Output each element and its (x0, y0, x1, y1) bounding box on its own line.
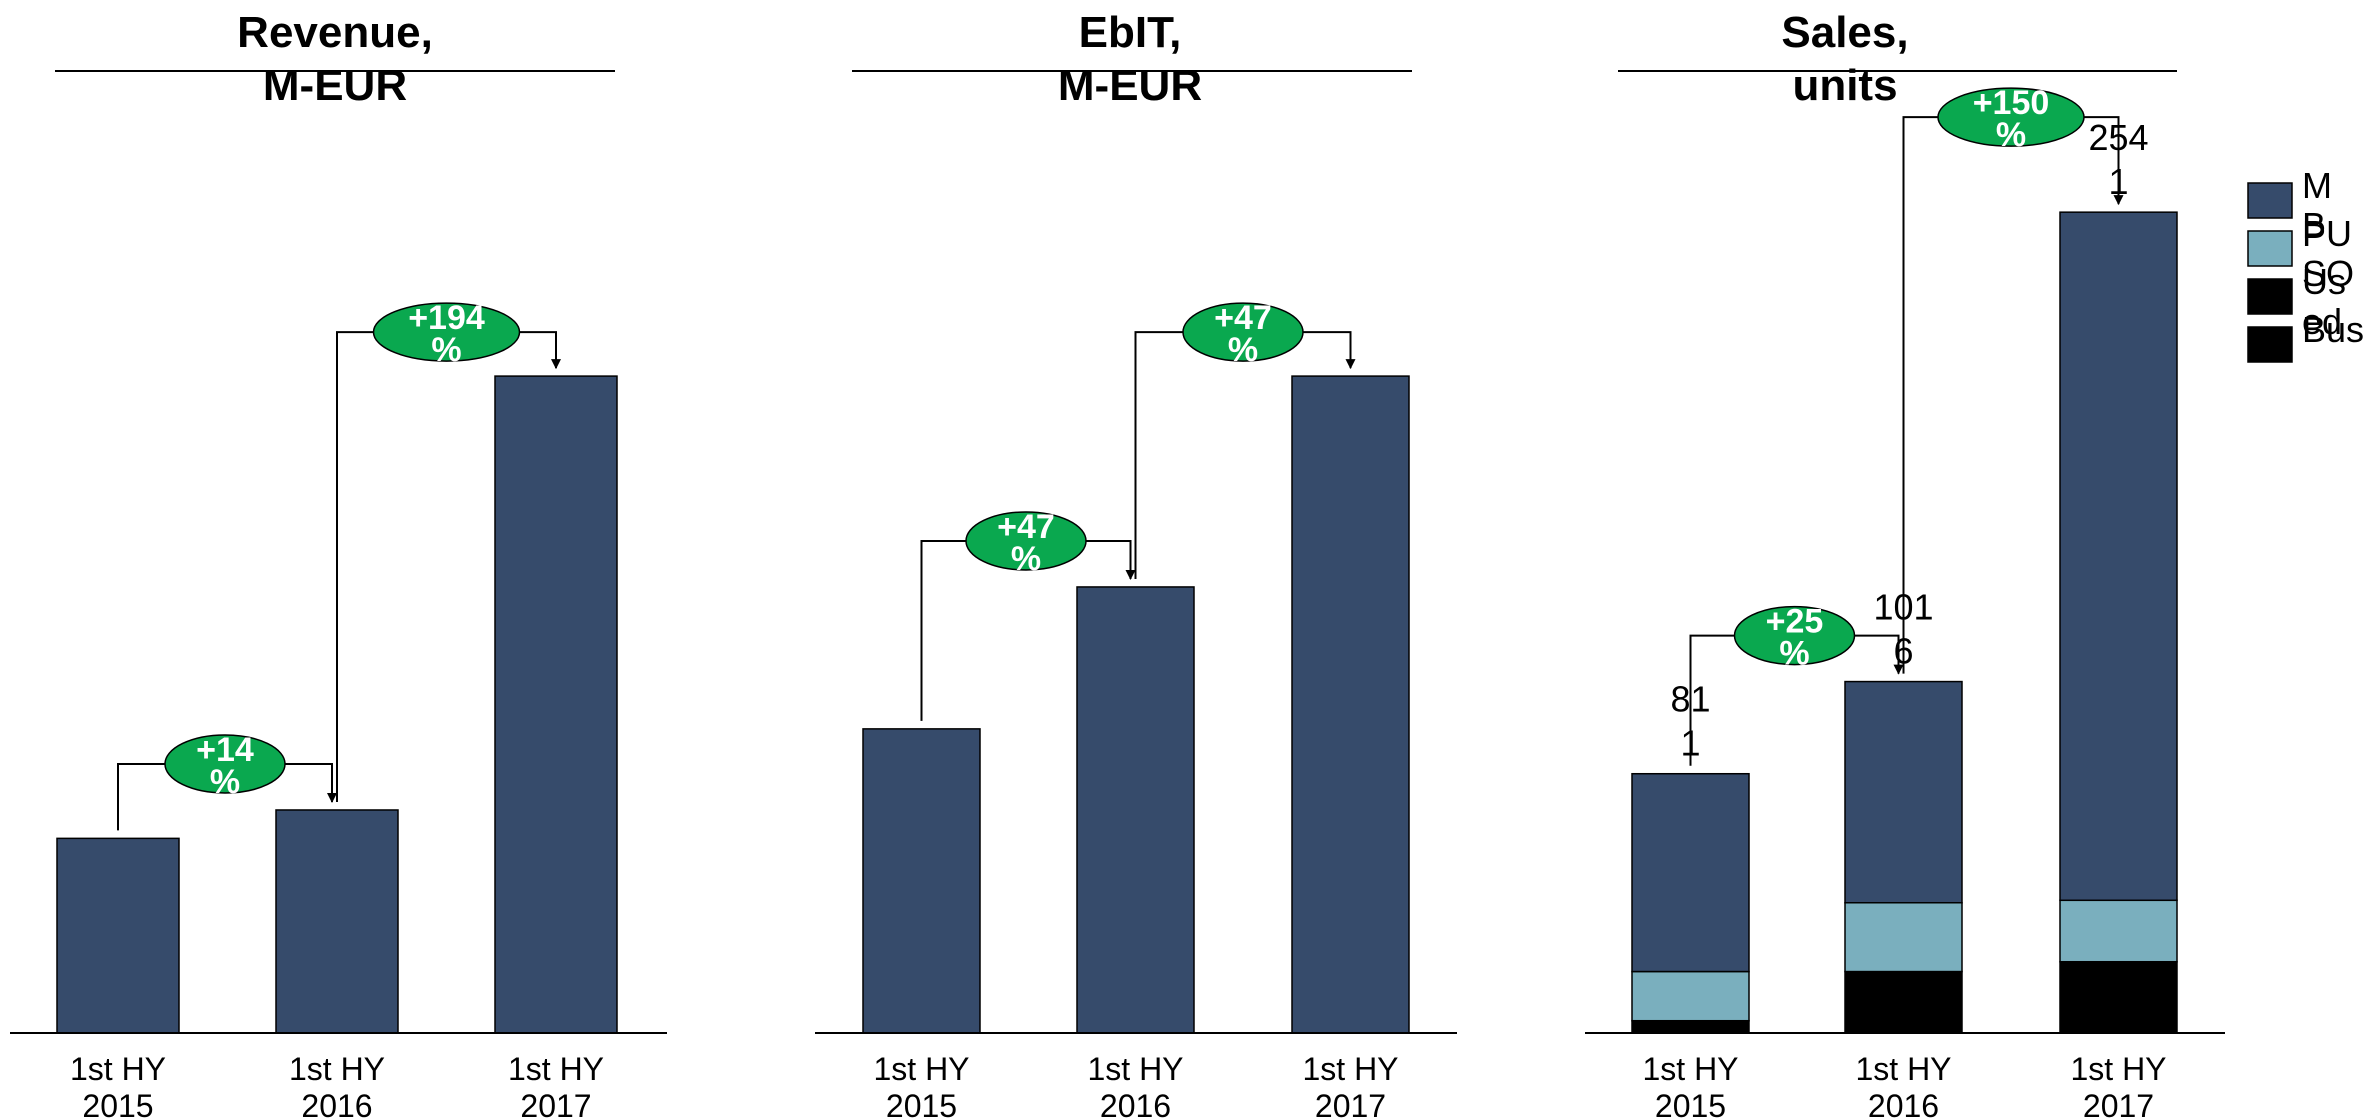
growth-bubble (1937, 87, 2085, 147)
growth-bubble (1733, 605, 1856, 666)
x-tick-label: 1st HY 2016 (1087, 1051, 1183, 1119)
legend-swatch (2247, 230, 2293, 267)
bar-segment (275, 809, 399, 1034)
x-tick-label: 1st HY 2017 (508, 1051, 604, 1119)
growth-label: +194% (408, 299, 485, 369)
legend-swatch (2247, 278, 2293, 315)
bar-segment (56, 837, 180, 1034)
bar-segment (1631, 970, 1750, 1022)
bar-segment (494, 375, 618, 1034)
growth-label: +25% (1766, 603, 1824, 673)
chart-title: EbIT, M-EUR (1058, 8, 1202, 110)
bar-segment (1631, 772, 1750, 973)
chart-title: Revenue, M-EUR (237, 8, 433, 110)
legend-label: PU SO (2302, 213, 2354, 294)
growth-bubble (164, 734, 286, 794)
x-tick-label: 1st HY 2015 (1642, 1051, 1738, 1119)
growth-label: +47% (1214, 299, 1272, 369)
bar-segment (1844, 680, 1963, 904)
x-tick-label: 1st HY 2015 (873, 1051, 969, 1119)
x-tick-label: 1st HY 2016 (1855, 1051, 1951, 1119)
chart-panel-1: Revenue, M-EUR 1st HY 2015 1st HY 2016 1st HY 2… (10, 8, 667, 1119)
x-tick-label: 1st HY 2015 (70, 1051, 166, 1119)
growth-label: +47% (997, 508, 1055, 578)
x-tick-label: 1st HY 2017 (2070, 1051, 2166, 1119)
bar-segment (2059, 960, 2178, 1034)
bar-segment (1844, 901, 1963, 973)
bar-segment (1844, 970, 1963, 1034)
legend-swatch (2247, 182, 2293, 219)
bar-segment (1076, 586, 1195, 1034)
legend-label: Bus (2302, 309, 2364, 350)
x-tick-label: 1st HY 2017 (1302, 1051, 1398, 1119)
x-tick-label: 1st HY 2016 (289, 1051, 385, 1119)
chart-panel-2: EbIT, M-EUR 1st HY 2015 1st HY 2016 1st HY 2017… (815, 8, 1457, 1119)
bar-segment (862, 728, 981, 1034)
growth-bubble (372, 302, 521, 362)
bar-segment (1291, 375, 1410, 1034)
legend-swatch (2247, 326, 2293, 363)
bar-segment (2059, 211, 2178, 902)
legend-label: Us ed (2302, 261, 2346, 342)
bar-segment (2059, 899, 2178, 963)
growth-label: +14% (196, 731, 254, 801)
chart-title: Sales, units (1781, 8, 1908, 110)
growth-label: +150% (1973, 84, 2050, 154)
growth-bubble (965, 511, 1087, 571)
growth-bubble (1182, 302, 1304, 362)
bar-segment (1631, 1019, 1750, 1034)
